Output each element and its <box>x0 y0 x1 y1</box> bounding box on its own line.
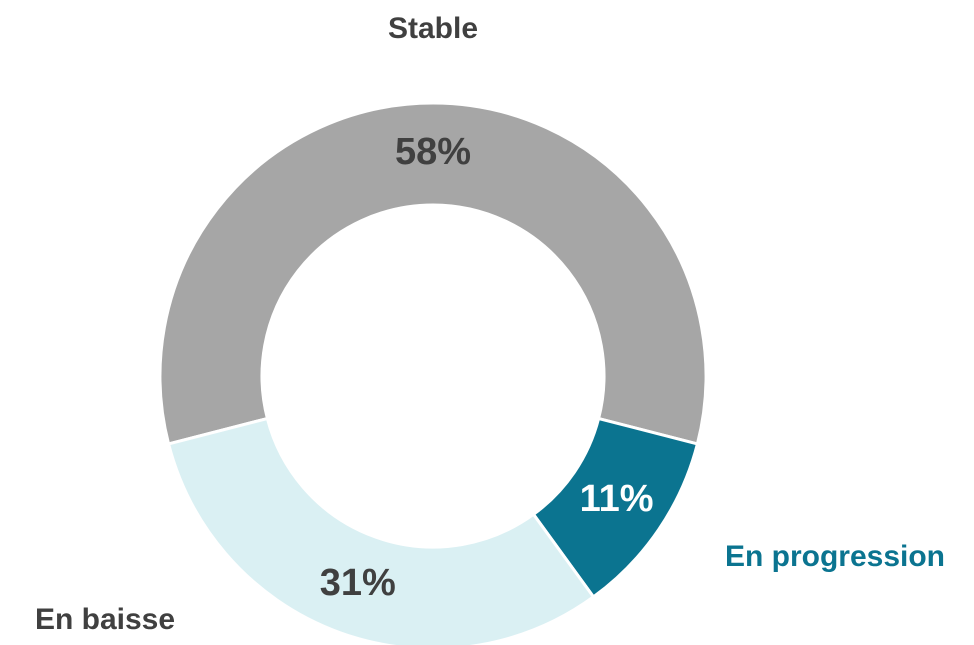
category-label: Stable <box>388 12 478 45</box>
value-label: 58% <box>395 131 471 173</box>
donut-segment <box>158 101 708 446</box>
value-label: 11% <box>580 478 654 520</box>
donut-segment <box>166 416 596 645</box>
category-label: En progression <box>725 540 945 573</box>
category-label: En baisse <box>35 603 175 636</box>
value-label: 31% <box>320 562 396 604</box>
